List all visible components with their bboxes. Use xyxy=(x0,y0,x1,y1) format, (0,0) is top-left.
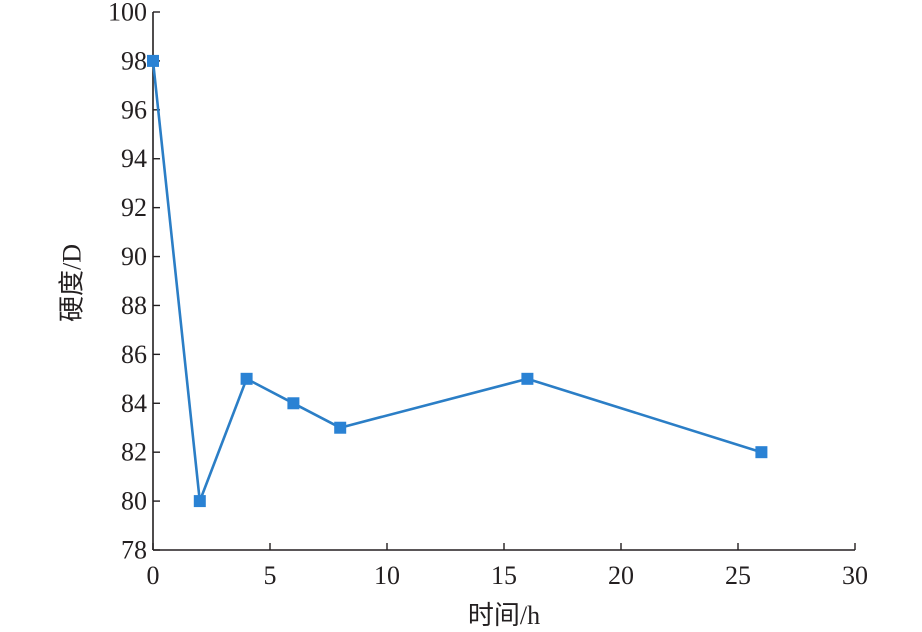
y-tick-label: 78 xyxy=(121,536,147,565)
y-tick-label: 84 xyxy=(121,389,147,418)
data-point-marker xyxy=(334,421,347,434)
y-tick-label: 86 xyxy=(121,340,147,369)
series-line xyxy=(151,60,762,502)
x-tick-label: 20 xyxy=(608,561,634,590)
ticks-layer: 0 5 10 15 20 25 30 78 80 82 84 86 88 90 92 94 96 98 100 xyxy=(108,0,868,590)
data-point-marker xyxy=(193,495,206,508)
data-point-marker xyxy=(287,397,300,410)
x-tick-label: 5 xyxy=(264,561,277,590)
y-tick-label: 98 xyxy=(121,46,147,75)
y-tick-label: 88 xyxy=(121,291,147,320)
x-tick-label: 30 xyxy=(842,561,868,590)
x-axis-title: 时间/h xyxy=(468,601,540,630)
y-tick-label: 90 xyxy=(121,242,147,271)
y-tick-label: 100 xyxy=(108,0,147,27)
y-tick-label: 82 xyxy=(121,438,147,467)
y-tick-label: 80 xyxy=(121,487,147,516)
series-layer xyxy=(147,54,768,508)
y-tick-label: 96 xyxy=(121,95,147,124)
y-axis-title: 硬度/D xyxy=(58,244,87,322)
data-point-marker xyxy=(147,54,159,67)
x-tick-label: 25 xyxy=(725,561,751,590)
x-tick-label: 10 xyxy=(374,561,400,590)
y-tick-label: 94 xyxy=(121,144,147,173)
y-tick-label: 92 xyxy=(121,193,147,222)
data-point-marker xyxy=(755,446,768,459)
x-tick-label: 0 xyxy=(147,561,160,590)
data-point-marker xyxy=(240,372,253,385)
x-tick-label: 15 xyxy=(491,561,517,590)
data-point-marker xyxy=(521,372,534,385)
